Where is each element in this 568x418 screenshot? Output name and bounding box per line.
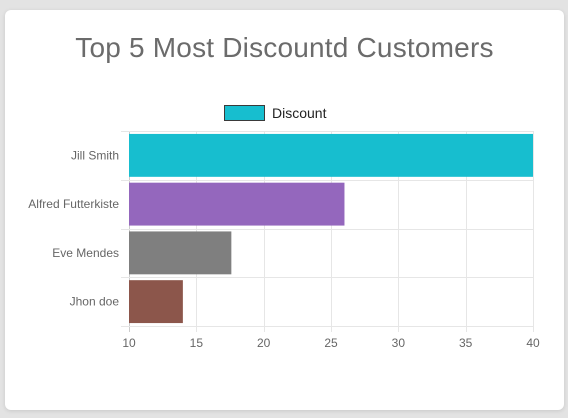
y-tick-label: Jhon doe <box>70 295 120 309</box>
bar[interactable] <box>129 280 183 324</box>
x-tick-label: 10 <box>122 336 136 350</box>
x-tick-label: 20 <box>257 336 271 350</box>
axes: 10 15 20 25 30 35 40 Jill Smith Alfred Futterkis… <box>28 148 540 350</box>
x-tick-label: 40 <box>526 336 540 350</box>
x-tick-label: 15 <box>190 336 204 350</box>
bars <box>129 133 533 324</box>
x-tick-label: 25 <box>324 336 338 350</box>
legend-swatch <box>224 105 265 121</box>
chart-title: Top 5 Most Discountd Customers <box>75 32 494 63</box>
legend-label: Discount <box>272 105 327 121</box>
x-tick-label: 35 <box>459 336 473 350</box>
bar[interactable] <box>129 231 232 275</box>
y-tick-label: Alfred Futterkiste <box>28 197 119 211</box>
chart-card: Top 5 Most Discountd Customers <box>5 10 564 410</box>
x-tick-label: 30 <box>392 336 406 350</box>
y-tick-label: Eve Mendes <box>52 246 119 260</box>
bar[interactable] <box>129 182 345 226</box>
y-tick-label: Jill Smith <box>71 148 119 162</box>
legend[interactable]: Discount <box>224 105 327 121</box>
bar[interactable] <box>129 133 533 177</box>
